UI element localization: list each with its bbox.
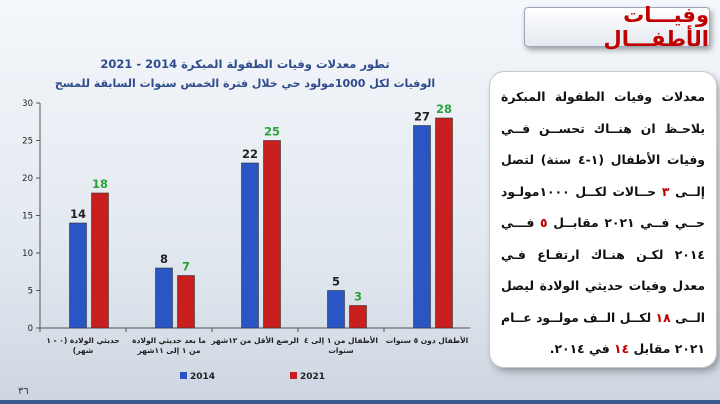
info-line: وفيات الأطفال (١-٤ سنة) لتصل — [501, 152, 705, 167]
info-line: يلاحـظ ان هنــاك تحســن فــي — [501, 120, 705, 136]
info-line: ٢٠١٤ لكـن هنـاك ارتفـاع فـي — [501, 246, 705, 262]
chart-title: تطور معدلات وفيات الطفولة المبكرة 2014 -… — [100, 57, 390, 71]
x-category-label: من ١ إلى ١١شهر — [137, 346, 201, 355]
bar-2014 — [241, 162, 259, 329]
y-tick-label: 5 — [28, 287, 33, 297]
data-label: 25 — [264, 125, 280, 139]
x-category-label: ما بعد حديثي الولادة — [132, 336, 206, 345]
bar-2014 — [155, 267, 173, 329]
y-tick-label: 10 — [22, 249, 33, 259]
bar-2021 — [91, 192, 109, 329]
legend-swatch-2021 — [290, 372, 297, 379]
y-tick-label: 20 — [22, 174, 33, 184]
data-label: 14 — [70, 207, 86, 221]
chart-subtitle: الوفيات لكل 1000مولود حي خلال فترة الخمس… — [54, 77, 436, 90]
section-title: وفيـــات الأطفـــال — [603, 3, 709, 51]
bar-2021 — [435, 117, 453, 329]
x-category-label: شهر) — [73, 346, 93, 355]
x-category-label: الأطفال دون ٥ سنوات — [386, 336, 469, 345]
data-label: 5 — [332, 275, 340, 289]
page-number: ٣٦ — [18, 386, 29, 397]
x-category-label: حديثي الولادة (٠ - ١ — [46, 336, 119, 345]
data-label: 3 — [354, 290, 362, 304]
legend-label: 2014 — [190, 372, 215, 382]
x-category-label: الرضع الأقل من ١٢شهر — [210, 336, 299, 345]
data-label: 8 — [160, 252, 168, 266]
bar-2014 — [69, 222, 87, 329]
section-title-box: وفيـــات الأطفـــال — [524, 3, 710, 51]
y-tick-label: 0 — [28, 324, 33, 334]
bar-2014 — [327, 290, 345, 329]
data-label: 22 — [242, 147, 258, 161]
data-label: 28 — [436, 102, 452, 116]
legend-swatch-2014 — [180, 372, 187, 379]
info-line: حــي فــي ٢٠٢١ مقابــل ٥ فـــي — [501, 215, 705, 230]
data-label: 27 — [414, 110, 430, 124]
data-label: 18 — [92, 177, 108, 191]
bar-2021 — [349, 305, 367, 329]
bar-2021 — [263, 140, 281, 329]
info-line: إلــى ٣ حــالات لكــل ١٠٠٠مولـود — [501, 183, 705, 199]
info-line: معدلات وفيات الطفولة المبكرة — [501, 89, 705, 104]
x-category-label: سنوات — [328, 346, 353, 355]
y-tick-label: 30 — [22, 99, 33, 109]
x-category-label: الأطفال من ١ إلى ٤ — [304, 336, 378, 345]
bar-2021 — [177, 275, 195, 329]
footer-bar — [0, 400, 720, 404]
info-line: الــى ١٨ لكــل الــف مولــود عــام — [501, 309, 705, 325]
data-label: 7 — [182, 260, 190, 274]
y-tick-label: 25 — [22, 137, 33, 147]
info-text-box: معدلات وفيات الطفولة المبكرة يلاحـظ ان ه… — [490, 72, 716, 367]
legend-label: 2021 — [300, 372, 325, 382]
y-tick-label: 15 — [22, 212, 33, 222]
bar-2014 — [413, 125, 431, 329]
info-line: ٢٠٢١ مقابل ١٤ في ٢٠١٤. — [549, 341, 705, 356]
info-line: معدل وفيات حديثي الولادة ليصل — [501, 278, 705, 293]
